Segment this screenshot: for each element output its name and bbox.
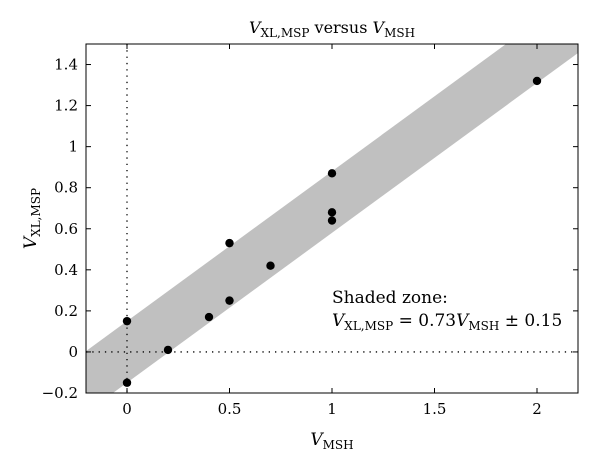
data-points [122,76,542,387]
y-tick-label: 0.2 [54,302,78,320]
y-tick-label: 0.4 [54,261,78,279]
y-tick-label: 1.4 [54,56,78,74]
y-tick-label: −0.2 [42,384,78,402]
chart-title: VXL,MSP versus VMSH [249,18,415,40]
x-tick-label: 0 [122,400,132,418]
y-tick-label: 0.6 [54,220,78,238]
y-tick-label: 1.2 [54,97,78,115]
data-point [532,76,542,86]
y-tick-label: 0.8 [54,179,78,197]
y-axis-label: VXL,MSP [21,188,43,249]
data-point [204,312,214,322]
data-point [327,216,337,225]
data-point [225,238,234,248]
data-point [266,261,275,270]
shaded-band [86,44,578,393]
data-point [122,378,132,387]
data-point [327,208,337,217]
x-axis-label: VMSH [310,430,353,452]
y-tick-label: 1 [68,138,78,156]
data-point [122,316,132,326]
data-point [163,345,173,355]
shaded-band-layer [86,44,578,393]
x-tick-label: 0.5 [218,400,242,418]
x-tick-label: 1 [327,400,337,418]
annotation-line-1: Shaded zone: [332,288,448,308]
shaded-zone-annotation: Shaded zone: VXL,MSP = 0.73VMSH ± 0.15 [332,288,562,333]
x-tick-label: 1.5 [423,400,447,418]
annotation-line-2: VXL,MSP = 0.73VMSH ± 0.15 [332,311,562,333]
data-point [225,296,234,305]
data-point [327,169,337,178]
y-tick-label: 0 [68,343,78,361]
x-tick-label: 2 [532,400,542,418]
axis-ticks: 0 0.5 1 1.5 2 −0.2 0 0.2 0.4 0.6 0.8 1 1.2 1.4 [42,44,578,418]
